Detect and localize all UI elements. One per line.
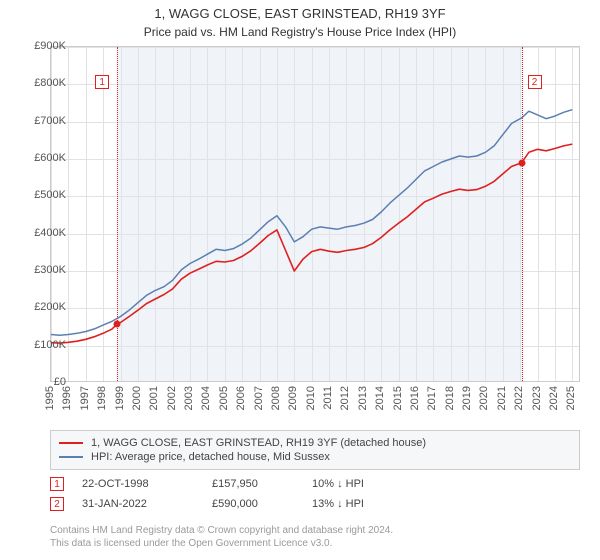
x-axis-label: 2000	[131, 386, 143, 410]
x-axis-label: 1999	[114, 386, 126, 410]
x-axis-label: 2013	[357, 386, 369, 410]
x-axis-label: 2009	[287, 386, 299, 410]
x-axis-label: 1995	[44, 386, 56, 410]
y-axis-label: £300K	[16, 264, 66, 276]
legend-item-hpi: HPI: Average price, detached house, Mid …	[59, 450, 571, 464]
legend-label: HPI: Average price, detached house, Mid …	[91, 451, 330, 463]
x-axis-label: 2023	[531, 386, 543, 410]
attribution: Contains HM Land Registry data © Crown c…	[50, 524, 580, 550]
x-axis-label: 2003	[183, 386, 195, 410]
reference-line	[522, 47, 523, 381]
x-axis-label: 2015	[392, 386, 404, 410]
x-axis-label: 2005	[218, 386, 230, 410]
sales-row: 1 22-OCT-1998 £157,950 10% ↓ HPI	[50, 474, 580, 494]
x-axis-label: 2004	[200, 386, 212, 410]
legend-label: 1, WAGG CLOSE, EAST GRINSTEAD, RH19 3YF …	[91, 437, 426, 449]
x-axis-label: 2001	[148, 386, 160, 410]
chart-title: 1, WAGG CLOSE, EAST GRINSTEAD, RH19 3YF	[0, 0, 600, 23]
x-axis-label: 2025	[565, 386, 577, 410]
legend-item-price-paid: 1, WAGG CLOSE, EAST GRINSTEAD, RH19 3YF …	[59, 436, 571, 450]
y-axis-label: £0	[16, 376, 66, 388]
x-axis-label: 2017	[426, 386, 438, 410]
legend: 1, WAGG CLOSE, EAST GRINSTEAD, RH19 3YF …	[50, 430, 580, 470]
y-axis-label: £400K	[16, 227, 66, 239]
x-axis-label: 2006	[235, 386, 247, 410]
reference-line	[117, 47, 118, 381]
x-axis-label: 1998	[96, 386, 108, 410]
y-axis-label: £800K	[16, 77, 66, 89]
y-axis-label: £700K	[16, 115, 66, 127]
sales-price: £157,950	[212, 478, 312, 490]
y-axis-label: £900K	[16, 40, 66, 52]
x-axis-label: 2021	[496, 386, 508, 410]
x-axis-label: 2020	[478, 386, 490, 410]
y-axis-label: £500K	[16, 189, 66, 201]
reference-marker: 2	[528, 75, 542, 89]
x-axis-label: 2024	[548, 386, 560, 410]
sales-price: £590,000	[212, 498, 312, 510]
legend-swatch	[59, 456, 83, 458]
sales-date: 31-JAN-2022	[82, 498, 212, 510]
series-hpi	[51, 110, 572, 336]
x-axis-label: 2012	[339, 386, 351, 410]
x-axis-label: 1996	[61, 386, 73, 410]
plot-area: 12	[50, 46, 580, 382]
sale-dot	[518, 159, 525, 166]
x-axis-label: 2014	[374, 386, 386, 410]
chart-lines	[51, 47, 579, 381]
y-axis-label: £600K	[16, 152, 66, 164]
x-axis-label: 2007	[253, 386, 265, 410]
sales-date: 22-OCT-1998	[82, 478, 212, 490]
x-axis-label: 2019	[461, 386, 473, 410]
sales-table: 1 22-OCT-1998 £157,950 10% ↓ HPI 2 31-JA…	[50, 474, 580, 514]
x-axis-label: 1997	[79, 386, 91, 410]
y-axis-label: £100K	[16, 339, 66, 351]
x-axis-label: 2002	[166, 386, 178, 410]
x-axis-label: 2008	[270, 386, 282, 410]
reference-marker: 1	[95, 75, 109, 89]
sales-marker: 1	[50, 477, 64, 491]
sales-marker: 2	[50, 497, 64, 511]
attribution-line: Contains HM Land Registry data © Crown c…	[50, 524, 580, 537]
x-axis-label: 2011	[322, 386, 334, 410]
y-axis-label: £200K	[16, 301, 66, 313]
chart-subtitle: Price paid vs. HM Land Registry's House …	[0, 23, 600, 41]
chart-container: 1, WAGG CLOSE, EAST GRINSTEAD, RH19 3YF …	[0, 0, 600, 560]
attribution-line: This data is licensed under the Open Gov…	[50, 537, 580, 550]
sales-delta: 10% ↓ HPI	[312, 478, 432, 490]
x-axis-label: 2022	[513, 386, 525, 410]
sale-dot	[114, 321, 121, 328]
x-axis-label: 2010	[305, 386, 317, 410]
sales-delta: 13% ↓ HPI	[312, 498, 432, 510]
x-axis-label: 2016	[409, 386, 421, 410]
x-axis-label: 2018	[444, 386, 456, 410]
legend-swatch	[59, 442, 83, 444]
sales-row: 2 31-JAN-2022 £590,000 13% ↓ HPI	[50, 494, 580, 514]
series-price_paid	[51, 144, 572, 343]
